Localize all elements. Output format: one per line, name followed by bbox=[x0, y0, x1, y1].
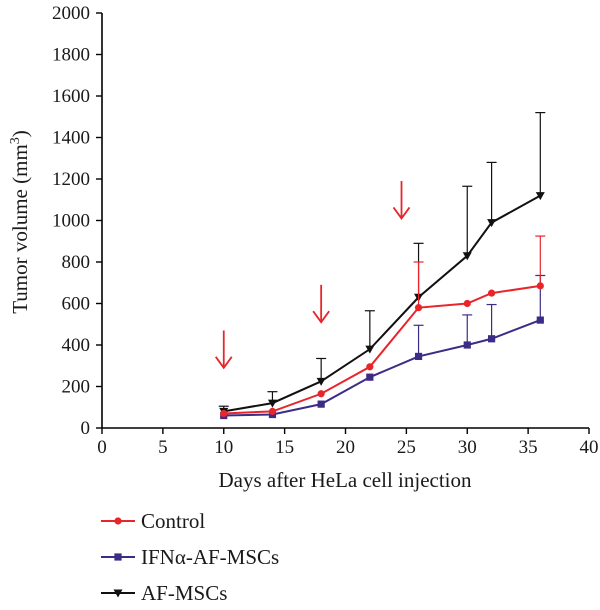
y-axis-title: Tumor volume (mm3) bbox=[8, 130, 32, 314]
dose-arrow bbox=[312, 284, 330, 324]
x-tick-label: 30 bbox=[458, 437, 477, 458]
y-ticks: 0 200 400 600 800 1000 1200 1400 1600 1800 2000 bbox=[52, 3, 102, 439]
x-tick-label: 10 bbox=[214, 437, 233, 458]
data-point bbox=[366, 373, 374, 381]
series-control bbox=[220, 235, 546, 418]
data-point bbox=[463, 299, 471, 308]
data-point bbox=[488, 289, 496, 297]
data-point bbox=[366, 363, 374, 371]
x-tick-label: 35 bbox=[519, 437, 538, 458]
y-tick-label: 1600 bbox=[52, 86, 90, 107]
series-line bbox=[223, 194, 541, 413]
data-point bbox=[536, 316, 544, 324]
x-tick-label: 20 bbox=[336, 437, 355, 458]
dose-arrow bbox=[392, 181, 411, 220]
x-ticks: 0 5 10 15 20 25 30 35 40 bbox=[97, 428, 599, 458]
legend-item: AF-MSCs bbox=[101, 581, 227, 605]
data-point bbox=[535, 192, 545, 201]
data-point bbox=[317, 390, 325, 398]
axes: 0 5 10 15 20 25 30 35 40 0 200 400 600 800 1000 1200 14… bbox=[52, 3, 599, 458]
data-point bbox=[536, 282, 544, 290]
y-axis-title-main: Tumor volume (mm bbox=[8, 144, 32, 314]
data-point bbox=[487, 219, 497, 228]
data-point bbox=[268, 407, 277, 415]
legend-item: Control bbox=[101, 509, 205, 533]
x-axis-title: Days after HeLa cell injection bbox=[218, 468, 472, 492]
dose-arrow bbox=[215, 330, 233, 370]
data-point bbox=[267, 399, 277, 408]
data-point bbox=[463, 341, 471, 349]
y-tick-label: 1000 bbox=[52, 211, 90, 232]
legend-label: IFNα-AF-MSCs bbox=[141, 545, 279, 569]
y-tick-label: 0 bbox=[81, 418, 91, 439]
x-tick-label: 15 bbox=[275, 437, 294, 458]
x-tick-label: 40 bbox=[580, 437, 599, 458]
data-point bbox=[316, 377, 326, 386]
series-ifn-af-mscs bbox=[220, 274, 546, 420]
legend-label: Control bbox=[141, 509, 205, 533]
y-tick-label: 1200 bbox=[52, 169, 90, 190]
data-point bbox=[317, 400, 325, 408]
legend-item: IFNα-AF-MSCs bbox=[101, 545, 279, 569]
data-point bbox=[365, 345, 375, 354]
x-tick-label: 5 bbox=[158, 437, 168, 458]
series-af-mscs bbox=[218, 111, 546, 416]
y-tick-label: 2000 bbox=[52, 3, 90, 24]
y-axis-title-close: ) bbox=[8, 130, 32, 137]
legend-label: AF-MSCs bbox=[141, 581, 227, 605]
y-axis-title-superscript: 3 bbox=[8, 137, 23, 144]
data-point bbox=[488, 335, 496, 343]
y-tick-label: 200 bbox=[62, 377, 91, 398]
series-line bbox=[223, 319, 541, 417]
y-tick-label: 400 bbox=[62, 335, 91, 356]
data-point bbox=[414, 352, 423, 361]
x-tick-label: 25 bbox=[397, 437, 416, 458]
y-tick-label: 1400 bbox=[52, 128, 90, 149]
data-point bbox=[220, 409, 228, 418]
y-tick-label: 800 bbox=[62, 252, 91, 273]
legend-swatch-marker bbox=[114, 553, 122, 561]
legend-swatch-marker bbox=[113, 589, 123, 598]
legend-swatch-marker bbox=[114, 517, 122, 525]
annotations bbox=[215, 181, 411, 370]
legend: Control IFNα-AF-MSCs AF-MSCs bbox=[101, 509, 279, 605]
series-line bbox=[223, 284, 541, 415]
y-tick-label: 1800 bbox=[52, 45, 90, 66]
data-point bbox=[462, 252, 472, 261]
series-layer bbox=[218, 111, 546, 420]
data-point bbox=[414, 304, 423, 312]
x-tick-label: 0 bbox=[97, 437, 107, 458]
y-tick-label: 600 bbox=[62, 294, 91, 315]
